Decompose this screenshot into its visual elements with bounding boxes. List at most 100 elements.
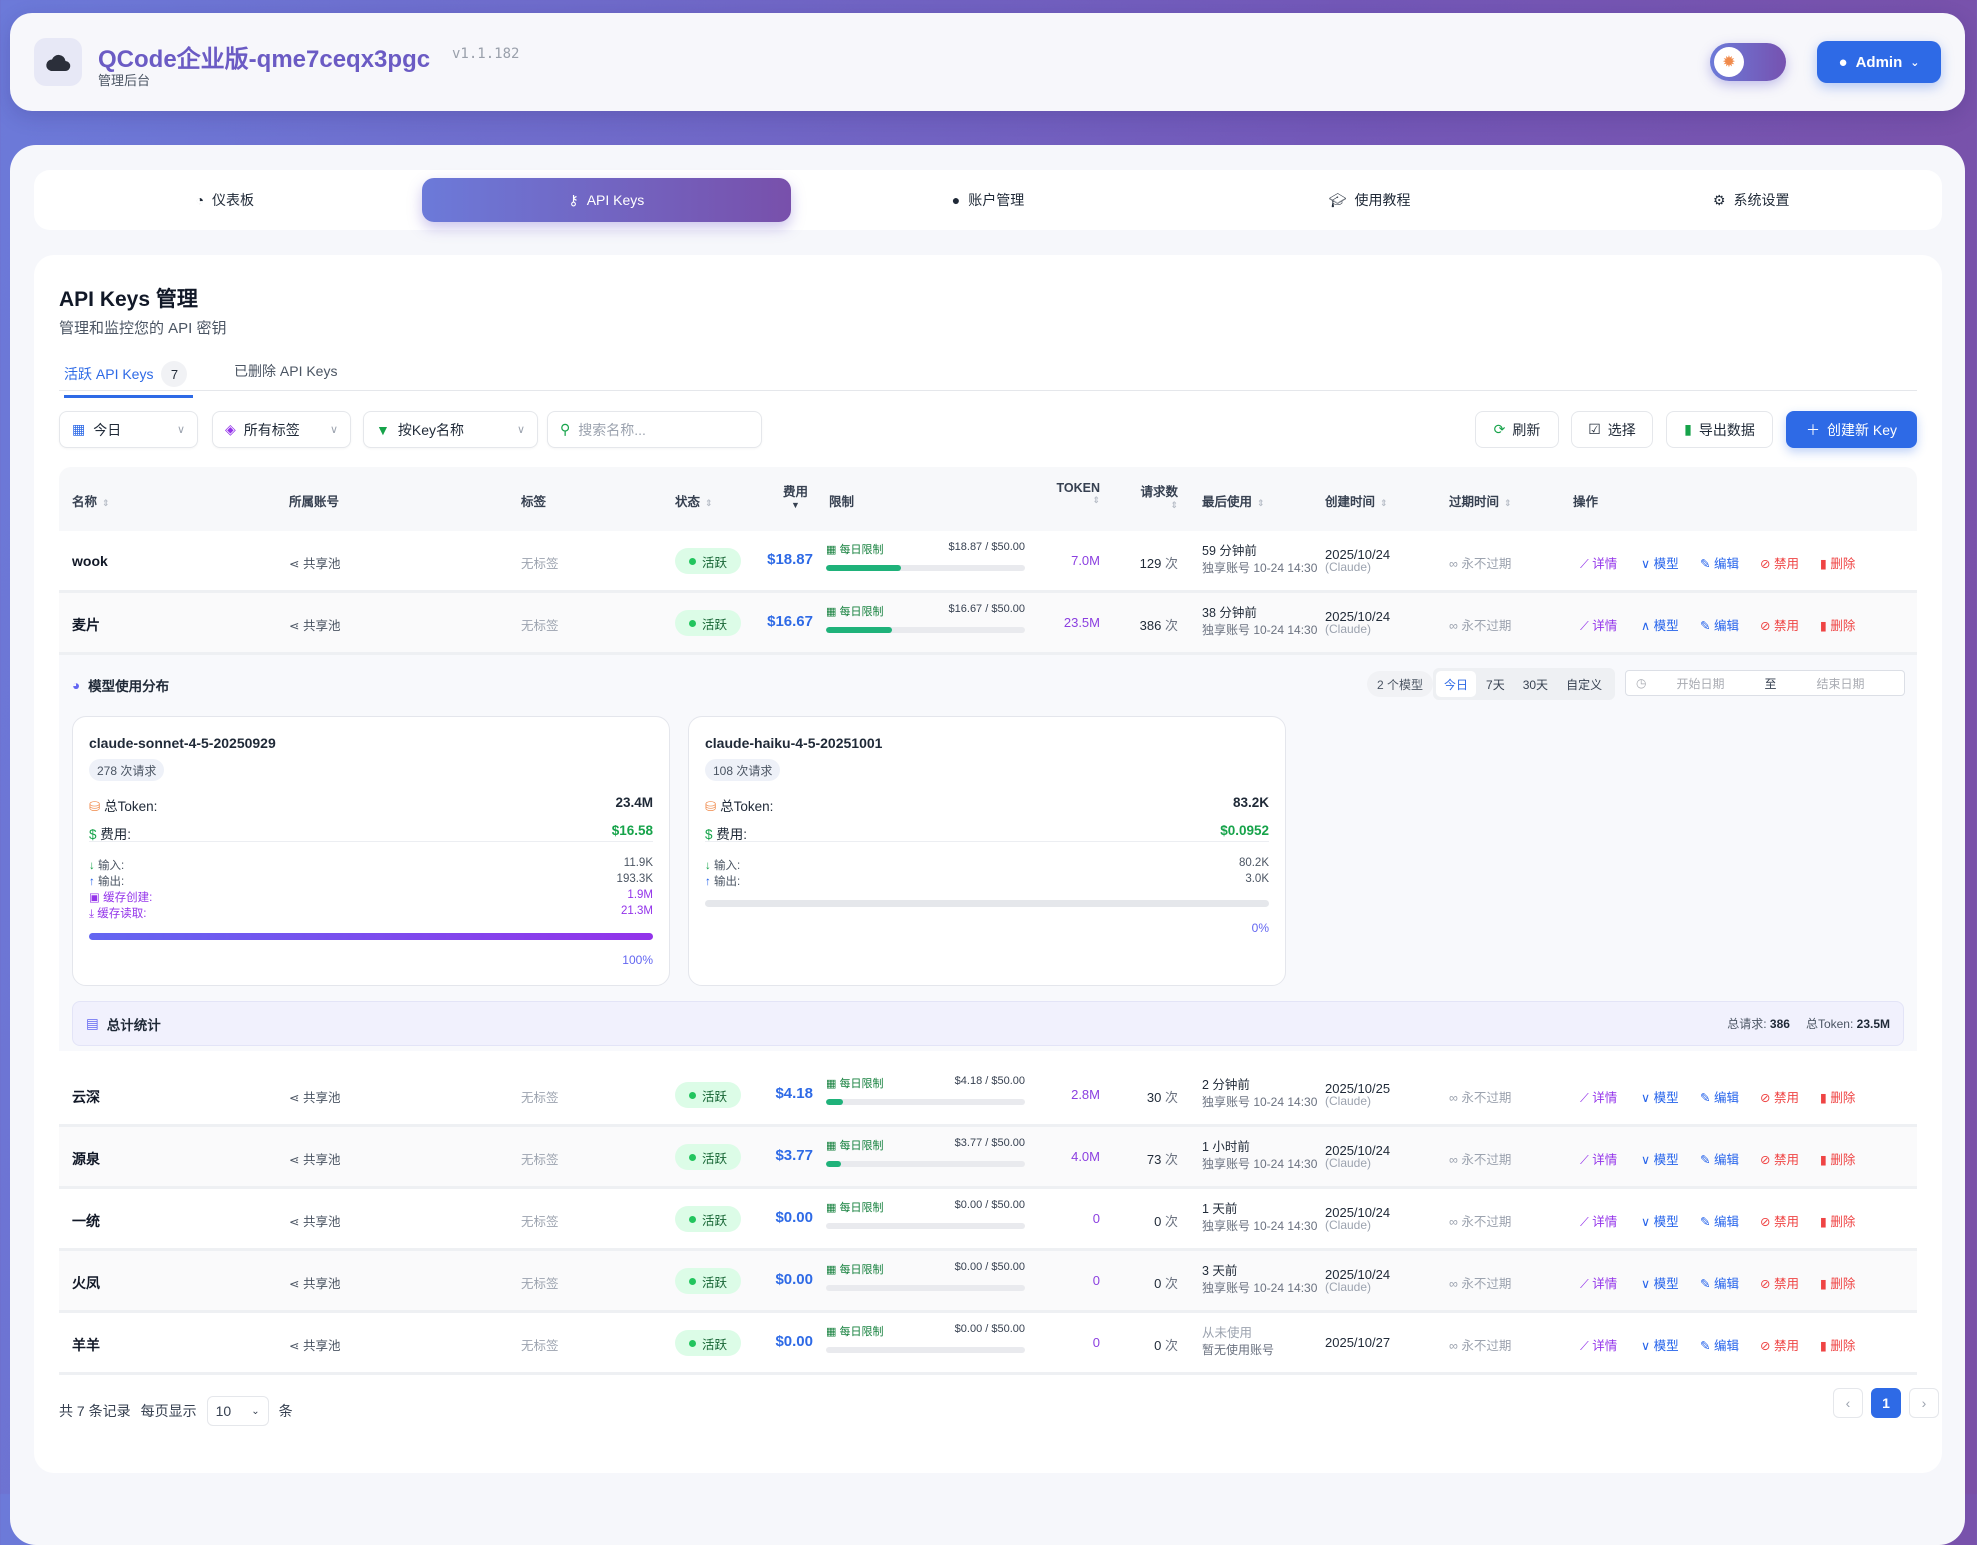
status-dot-icon [688,1339,696,1347]
create-key-button[interactable]: ＋ 创建新 Key [1786,411,1917,448]
delete-button[interactable]: ▮ 删除 [1820,1091,1856,1105]
account-cell: ⋖ 共享池 [289,1339,341,1353]
start-date-input[interactable]: 开始日期 [1676,676,1725,691]
page-button-current[interactable]: 1 [1871,1388,1901,1418]
user-circle-icon: ● [951,192,961,208]
gauge-icon: ◔ [195,192,205,208]
nav-label: API Keys [586,192,645,208]
disable-button[interactable]: ⊘ 禁用 [1760,557,1799,571]
model-toggle-button[interactable]: ∨ 模型 [1641,1091,1679,1105]
col-expires[interactable]: 过期时间 ⇕ [1449,495,1512,509]
delete-button[interactable]: ▮ 删除 [1820,557,1856,571]
delete-button[interactable]: ▮ 删除 [1820,1277,1856,1291]
edit-button[interactable]: ✎ 编辑 [1700,557,1739,571]
nav-settings[interactable]: ⚙ 系统设置 [1566,178,1936,222]
delete-button[interactable]: ▮ 删除 [1820,619,1856,633]
date-range-picker[interactable]: ◷ 开始日期 至 结束日期 [1625,670,1905,696]
admin-label: Admin [1855,53,1903,71]
tab-deleted-keys[interactable]: 已删除 API Keys [234,361,337,381]
tab-active-keys[interactable]: 活跃 API Keys 7 [64,361,194,398]
infinity-icon: ∞ [1449,1277,1458,1291]
range-today[interactable]: 今日 [1436,671,1477,697]
sort-icon: ⇕ [1380,498,1388,508]
tags-icon: ◈ [225,421,236,437]
disable-button[interactable]: ⊘ 禁用 [1760,1277,1799,1291]
delete-button[interactable]: ▮ 删除 [1820,1153,1856,1167]
sort-icon: ⇕ [1504,498,1512,508]
tag-cell: 无标签 [521,1339,559,1353]
model-toggle-button[interactable]: ∨ 模型 [1641,1215,1679,1229]
sort-icon: ⇕ [102,498,110,508]
model-toggle-button[interactable]: ∨ 模型 [1641,557,1679,571]
edit-button[interactable]: ✎ 编辑 [1700,1153,1739,1167]
theme-toggle[interactable]: ✹ [1710,43,1786,81]
nav-dashboard[interactable]: ◔ 仪表板 [40,178,410,222]
nav-accounts[interactable]: ● 账户管理 [803,178,1173,222]
model-toggle-button[interactable]: ∧ 模型 [1641,619,1679,633]
chevron-down-icon: ∨ [1641,1339,1651,1353]
admin-menu-button[interactable]: ● Admin ⌄ [1817,41,1941,83]
range-custom[interactable]: 自定义 [1566,677,1603,692]
calendar-icon: ▦ [72,421,86,437]
api-keys-card: API Keys 管理 管理和监控您的 API 密钥 活跃 API Keys 7 … [34,255,1942,1473]
prev-page-button[interactable]: ‹ [1833,1388,1863,1418]
col-last-used[interactable]: 最后使用 ⇕ [1202,495,1265,509]
edit-button[interactable]: ✎ 编辑 [1700,1339,1739,1353]
date-filter-select[interactable]: ▦ 今日 ∨ [59,411,198,448]
col-requests[interactable]: 请求数 ⇕ [1140,485,1178,510]
funnel-icon: ▼ [376,421,390,438]
model-toggle-button[interactable]: ∨ 模型 [1641,1339,1679,1353]
usage-progress-bar [705,900,1269,907]
col-created[interactable]: 创建时间 ⇕ [1325,495,1388,509]
delete-button[interactable]: ▮ 删除 [1820,1339,1856,1353]
model-toggle-button[interactable]: ∨ 模型 [1641,1277,1679,1291]
detail-button[interactable]: ⟋ 详情 [1580,619,1618,633]
disable-button[interactable]: ⊘ 禁用 [1760,1091,1799,1105]
disable-button[interactable]: ⊘ 禁用 [1760,1215,1799,1229]
status-badge: 活跃 [675,1206,741,1232]
dollar-icon: $ [89,827,97,842]
detail-button[interactable]: ⟋ 详情 [1580,1339,1618,1353]
tag-filter-select[interactable]: ◈ 所有标签 ∨ [212,411,351,448]
nav-tutorial[interactable]: 🎓︎ 使用教程 [1185,178,1555,222]
end-date-input[interactable]: 结束日期 [1816,676,1865,691]
disable-button[interactable]: ⊘ 禁用 [1760,619,1799,633]
disable-button[interactable]: ⊘ 禁用 [1760,1153,1799,1167]
share-icon: ⋖ [289,619,300,633]
col-cost[interactable]: 费用 ▼ [783,485,809,510]
status-dot-icon [688,1277,696,1285]
range-7d[interactable]: 7天 [1486,677,1505,692]
disable-button[interactable]: ⊘ 禁用 [1760,1339,1799,1353]
col-name[interactable]: 名称 ⇕ [72,495,110,509]
range-30d[interactable]: 30天 [1522,677,1549,692]
edit-button[interactable]: ✎ 编辑 [1700,1215,1739,1229]
next-page-button[interactable]: › [1909,1388,1939,1418]
edit-icon: ✎ [1700,1153,1711,1167]
detail-button[interactable]: ⟋ 详情 [1580,557,1618,571]
detail-button[interactable]: ⟋ 详情 [1580,1091,1618,1105]
created-date: 2025/10/24 (Claude) [1325,1143,1391,1170]
col-token[interactable]: TOKEN ⇕ [1056,481,1100,505]
status-badge: 活跃 [675,1082,741,1108]
detail-button[interactable]: ⟋ 详情 [1580,1153,1618,1167]
edit-button[interactable]: ✎ 编辑 [1700,1091,1739,1105]
edit-button[interactable]: ✎ 编辑 [1700,1277,1739,1291]
export-button[interactable]: ▮ 导出数据 [1666,411,1773,448]
search-input[interactable]: ⚲ 搜索名称... [547,411,762,448]
select-button[interactable]: ☑ 选择 [1571,411,1653,448]
edit-icon: ✎ [1700,1277,1711,1291]
account-cell: ⋖ 共享池 [289,619,341,633]
sort-filter-select[interactable]: ▼ 按Key名称 ∨ [363,411,538,448]
share-icon: ⋖ [289,557,300,571]
col-status[interactable]: 状态 ⇕ [675,495,713,509]
col-actions: 操作 [1573,495,1599,509]
detail-button[interactable]: ⟋ 详情 [1580,1215,1618,1229]
detail-button[interactable]: ⟋ 详情 [1580,1277,1618,1291]
model-toggle-button[interactable]: ∨ 模型 [1641,1153,1679,1167]
cost-value: $3.77 [775,1147,813,1164]
delete-button[interactable]: ▮ 删除 [1820,1215,1856,1229]
page-size-select[interactable]: 10 ⌄ [206,1396,269,1426]
nav-api-keys[interactable]: ⚷ API Keys [421,178,792,222]
refresh-button[interactable]: ⟳ 刷新 [1475,411,1559,448]
edit-button[interactable]: ✎ 编辑 [1700,619,1739,633]
